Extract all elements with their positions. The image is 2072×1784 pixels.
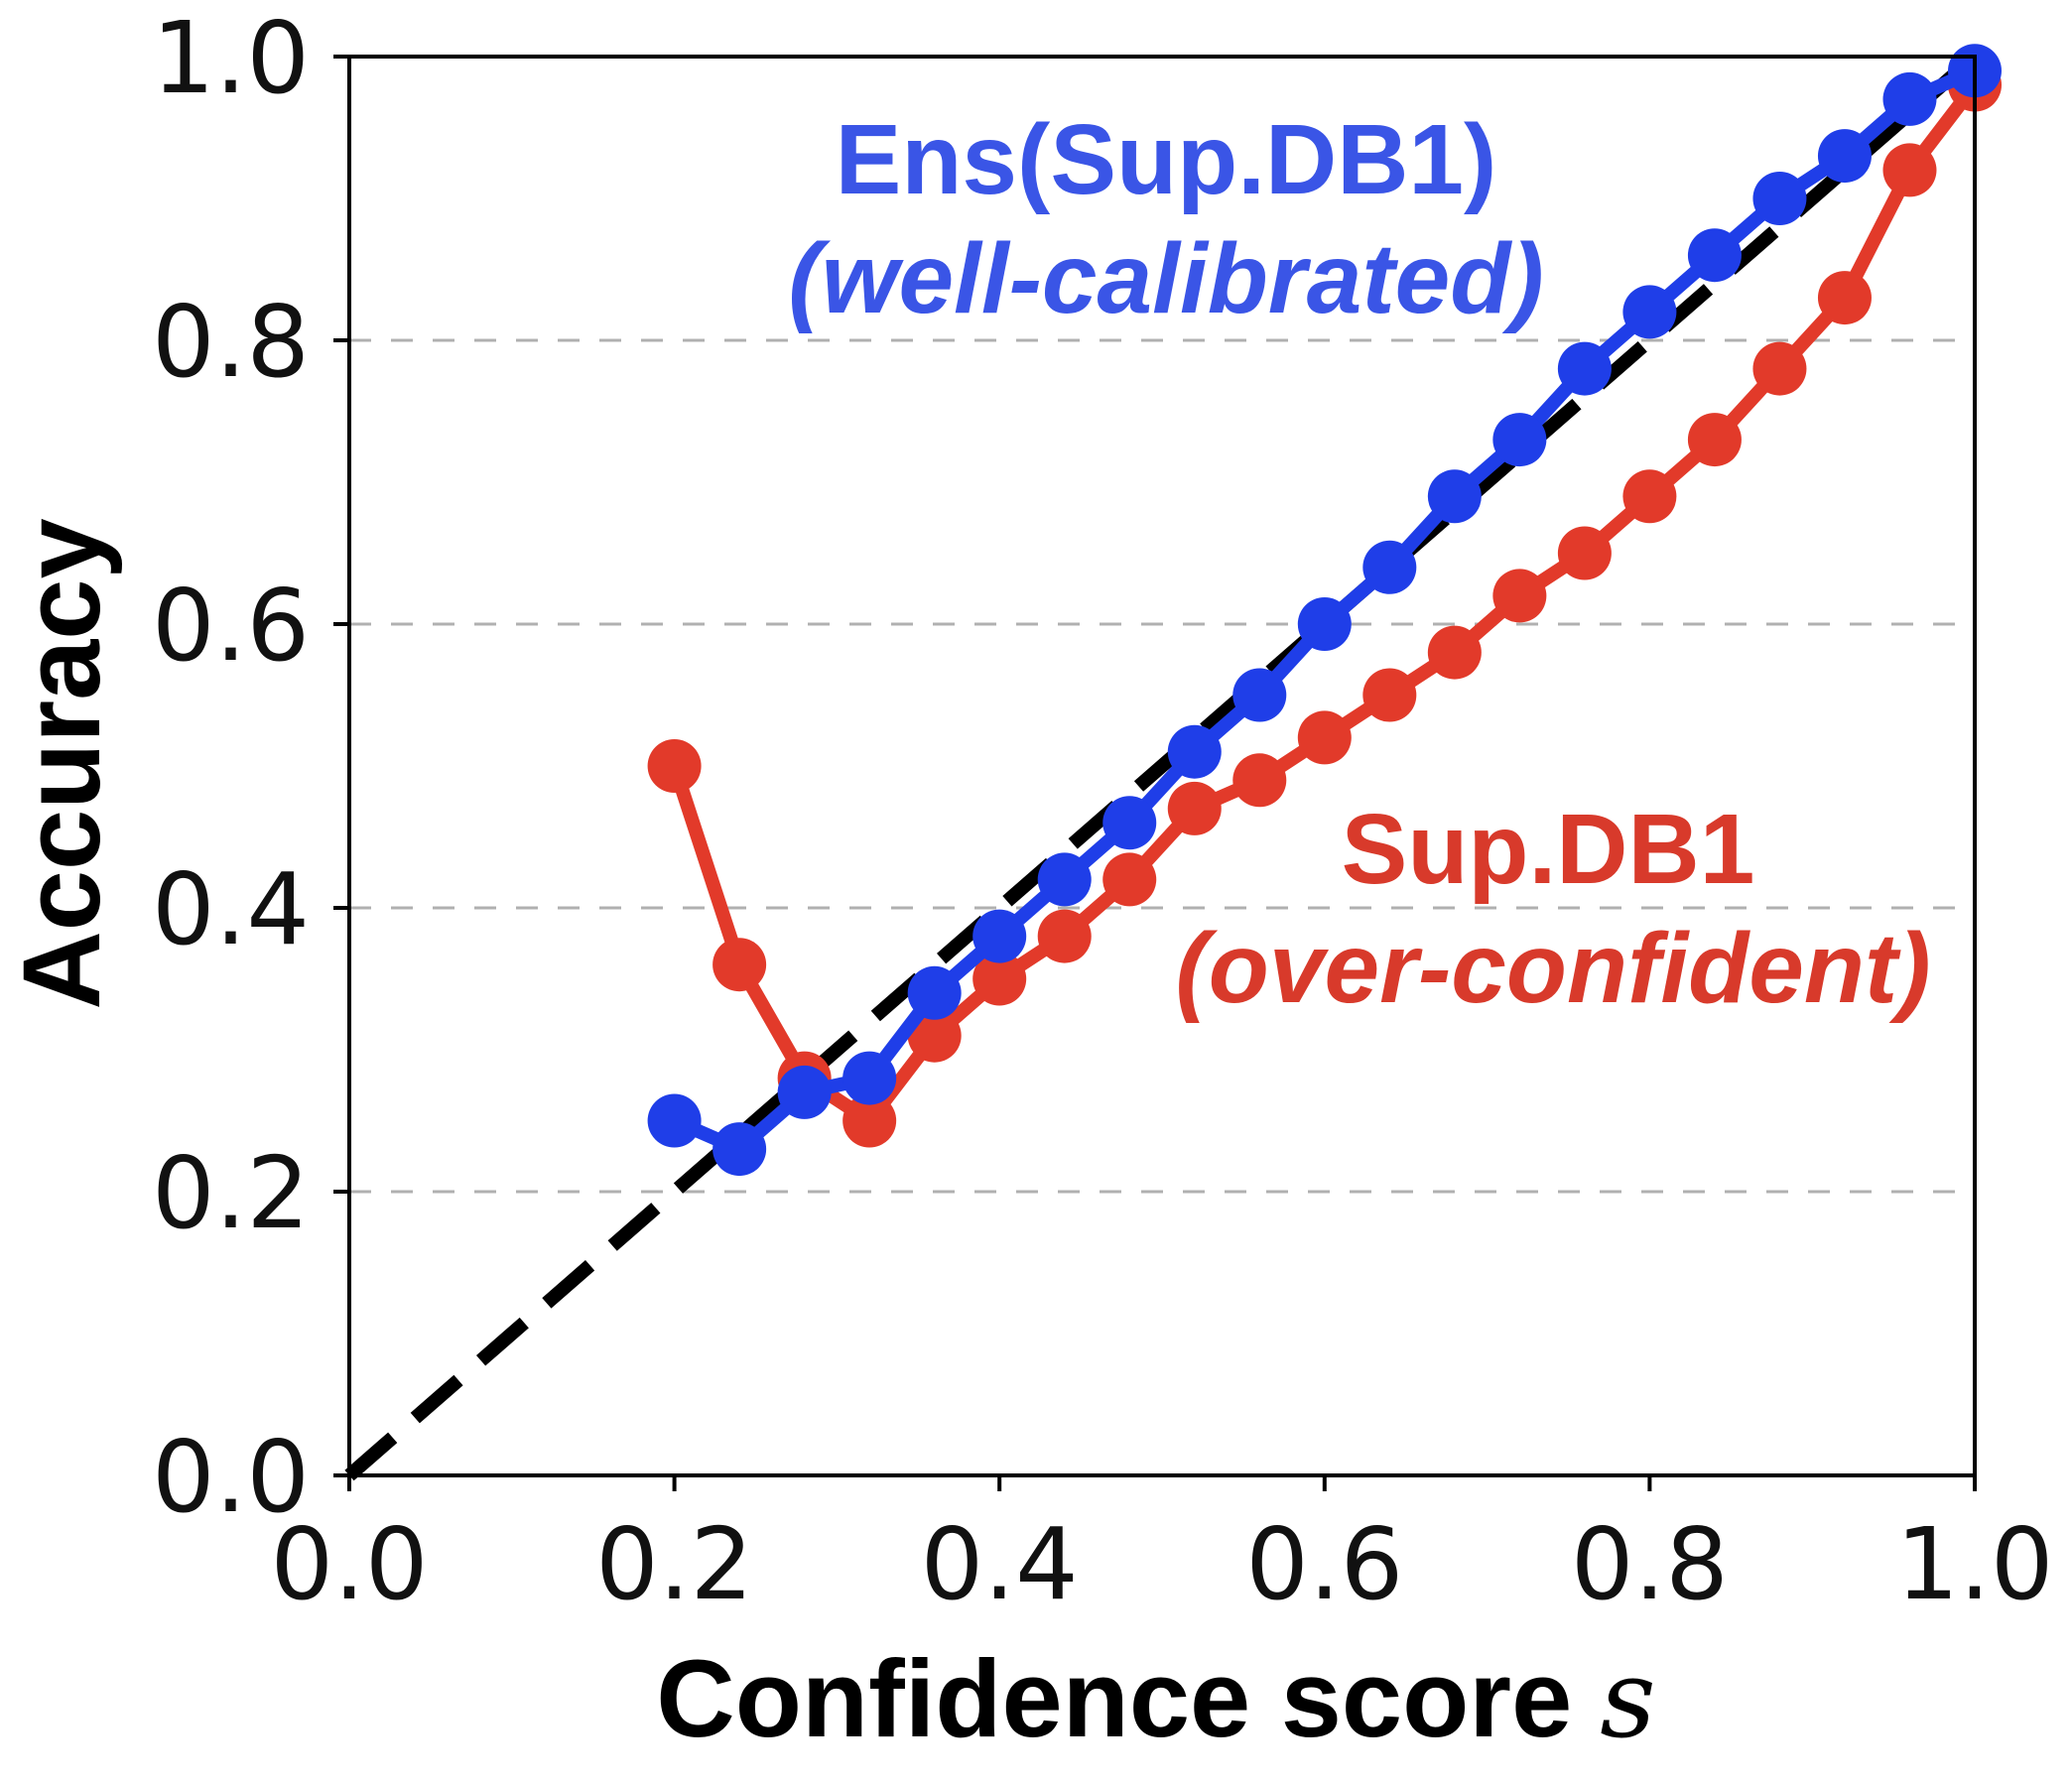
series-point-ens-sup-db1-15 [1622,285,1677,339]
series-point-ens-sup-db1-17 [1752,172,1807,225]
x-tick-label-5: 1.0 [1895,1506,2053,1622]
series-point-ens-sup-db1-2 [777,1065,832,1119]
x-axis-variable: s [1600,1635,1655,1762]
series-point-ens-sup-db1-6 [1037,852,1092,907]
series-point-ens-sup-db1-12 [1427,469,1482,524]
series-point-sup-db1-7 [1102,852,1157,907]
series-point-ens-sup-db1-9 [1232,668,1287,722]
y-tick-label-3: 0.6 [152,568,310,684]
series-point-ens-sup-db1-18 [1817,129,1872,184]
series-point-sup-db1-19 [1882,143,1937,197]
x-tick-label-2: 0.4 [921,1506,1079,1622]
series-point-ens-sup-db1-7 [1102,796,1157,850]
series-point-sup-db1-3 [842,1093,897,1148]
y-tick-label-2: 0.4 [152,851,310,967]
series-point-sup-db1-15 [1622,469,1677,524]
y-tick-label-4: 0.8 [152,284,310,400]
x-tick-label-4: 0.8 [1571,1506,1729,1622]
series-ens-sup-db1 [647,44,2002,1177]
series-point-sup-db1-11 [1362,668,1417,722]
x-tick-label-0: 0.0 [270,1506,428,1622]
series-point-ens-sup-db1-0 [647,1093,702,1148]
series-point-ens-sup-db1-3 [842,1051,897,1105]
series-point-sup-db1-12 [1427,625,1482,680]
series-point-sup-db1-9 [1232,753,1287,808]
plot-frame [347,55,1977,1477]
reference-layer [344,51,1980,1481]
x-axis-title: Confidence score s [656,1635,1655,1762]
ticks-layer: 0.0 0.2 0.4 0.6 0.8 1.0 0.0 0.2 0.4 0.6 0.8 1.0 [152,0,2054,1622]
series-point-sup-db1-18 [1817,271,1872,325]
series-point-sup-db1-4 [907,1008,962,1063]
series-point-ens-sup-db1-8 [1167,724,1222,779]
series-point-sup-db1-10 [1297,710,1352,765]
series-point-ens-sup-db1-16 [1687,228,1742,283]
series-point-ens-sup-db1-11 [1362,540,1417,594]
series-point-ens-sup-db1-4 [907,965,962,1020]
series-point-sup-db1-0 [647,739,702,793]
y-tick-label-1: 0.2 [152,1135,310,1251]
series-point-ens-sup-db1-14 [1557,341,1612,396]
ens-sup-db1-annotation: (well-calibrated) [788,223,1543,334]
series-point-ens-sup-db1-19 [1882,71,1937,126]
series-layer [647,44,2002,1177]
series-point-sup-db1-1 [712,938,767,992]
ens-sup-db1-label: Ens(Sup.DB1) [836,104,1497,215]
series-point-sup-db1-16 [1687,413,1742,467]
x-tick-label-3: 0.6 [1245,1506,1403,1622]
series-point-sup-db1-14 [1557,526,1612,580]
y-tick-label-5: 1.0 [152,0,310,116]
grid-layer [349,338,1975,1194]
sup-db1-annotation: (over-confident) [1175,913,1930,1024]
y-tick-label-0: 0.0 [152,1419,310,1535]
series-point-ens-sup-db1-1 [712,1122,767,1177]
series-point-sup-db1-8 [1167,781,1222,835]
series-point-sup-db1-6 [1037,909,1092,963]
series-point-ens-sup-db1-10 [1297,597,1352,651]
sup-db1-label: Sup.DB1 [1342,794,1755,905]
series-point-sup-db1-13 [1492,569,1547,623]
x-axis-title-text: Confidence score [656,1638,1572,1760]
series-point-ens-sup-db1-5 [972,909,1027,963]
y-axis-title: Accuracy [1,518,123,1009]
x-tick-label-1: 0.2 [595,1506,753,1622]
series-point-sup-db1-17 [1752,341,1807,396]
series-point-ens-sup-db1-13 [1492,413,1547,467]
reference-diagonal-line [344,51,1980,1481]
series-point-sup-db1-5 [972,952,1027,1006]
